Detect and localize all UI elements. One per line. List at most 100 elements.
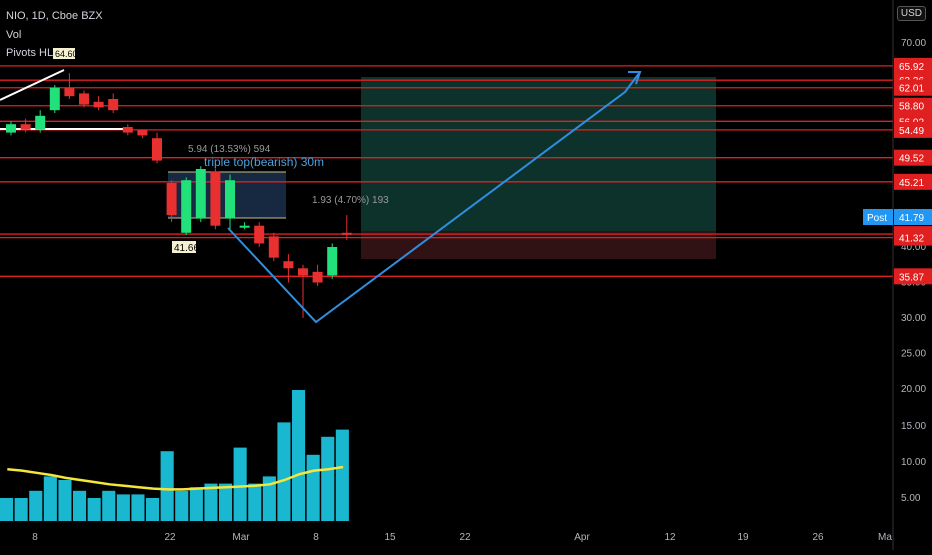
candle-body[interactable] (312, 271, 323, 283)
loss-zone[interactable] (361, 231, 716, 259)
volume-bar[interactable] (102, 490, 116, 521)
volume-bar[interactable] (321, 436, 335, 521)
time-axis-label: Mar (232, 532, 250, 543)
profit-zone[interactable] (361, 77, 716, 231)
volume-bar[interactable] (335, 429, 349, 521)
candle-body[interactable] (35, 115, 46, 130)
volume-bar[interactable] (219, 483, 233, 521)
candle-body[interactable] (181, 180, 192, 233)
level-tag-text: 35.87 (899, 272, 924, 283)
post-value: 41.79 (899, 213, 924, 224)
candle-body[interactable] (108, 99, 119, 111)
level-tag-box (894, 173, 932, 190)
pivot-marker-value: 64.60 (55, 49, 78, 59)
volume-bar[interactable] (277, 422, 291, 521)
volume-bar[interactable] (0, 498, 14, 521)
volume-bar[interactable] (233, 447, 247, 521)
candle-body[interactable] (254, 225, 265, 244)
volume-bar[interactable] (14, 498, 28, 521)
level-tag-box (894, 97, 932, 114)
pivots-legend[interactable]: Pivots HL (6, 47, 54, 59)
level-tag-text: 49.52 (899, 154, 924, 165)
low-marker-value: 41.66 (174, 243, 199, 254)
volume-bar[interactable] (189, 487, 203, 521)
level-tag-text: 62.01 (899, 84, 924, 95)
time-axis: 8 22 Mar 8 15 22 Apr 12 19 26 Ma (32, 532, 892, 543)
measure-label-2: 1.93 (4.70%) 193 (312, 195, 389, 206)
volume-bar[interactable] (29, 490, 43, 521)
pivot-marker-box (53, 48, 75, 59)
time-axis-label: 8 (32, 532, 38, 543)
volume-bar[interactable] (131, 494, 145, 521)
projection-path[interactable] (227, 71, 641, 324)
symbol-legend[interactable]: NIO, 1D, Cboe BZX (6, 10, 103, 22)
candle-body[interactable] (152, 138, 162, 161)
volume-legend[interactable]: Vol (6, 29, 22, 41)
level-tag-box (894, 149, 932, 166)
volume-bar[interactable] (175, 490, 189, 521)
candle-body[interactable] (268, 236, 279, 258)
candle-body[interactable] (137, 129, 148, 136)
volume-bar[interactable] (160, 451, 174, 521)
volume-ma-line (7, 465, 344, 491)
candle-body[interactable] (20, 124, 31, 130)
volume-bar[interactable] (146, 498, 160, 521)
time-axis-label: Apr (574, 532, 590, 543)
time-axis-label: 22 (459, 532, 471, 543)
candle-body[interactable] (122, 127, 133, 133)
candle-body[interactable] (79, 93, 89, 105)
volume-bar[interactable] (292, 390, 306, 521)
time-axis-label: 19 (737, 532, 749, 543)
candle-body[interactable] (49, 87, 60, 111)
candle-body[interactable] (210, 171, 221, 226)
price-axis-label: 25.00 (901, 349, 926, 360)
currency-button[interactable]: USD (896, 6, 926, 21)
level-tag-text: 58.80 (899, 102, 924, 113)
candle-body[interactable] (64, 87, 75, 97)
time-axis-label: 12 (664, 532, 676, 543)
level-tags: 65.9263.3662.0158.8056.0254.4949.5245.21… (894, 57, 932, 285)
price-axis-label: 20.00 (901, 384, 926, 395)
projection-arrowhead (628, 71, 642, 85)
volume-bar[interactable] (73, 490, 87, 521)
candle-body[interactable] (239, 225, 250, 228)
level-tag-text: 54.49 (899, 126, 924, 137)
candle-body[interactable] (166, 183, 177, 216)
pattern-label: triple top(bearish) 30m (204, 155, 324, 169)
level-tag-box (894, 57, 932, 74)
level-tag-text: 45.21 (899, 178, 924, 189)
level-tag-box (894, 268, 932, 285)
volume-bar[interactable] (87, 498, 101, 521)
volume-bars (0, 390, 349, 521)
candles (6, 73, 352, 318)
candle-body[interactable] (327, 247, 338, 276)
post-label-box (863, 209, 893, 225)
volume-bar[interactable] (306, 454, 320, 521)
level-tag-box (894, 229, 932, 246)
level-tag-text: 41.32 (899, 234, 924, 245)
pivot-high-line (0, 69, 65, 101)
candle-body[interactable] (225, 180, 235, 219)
candle-body[interactable] (283, 261, 294, 269)
time-axis-label: Ma (878, 532, 892, 543)
measure-label-1: 5.94 (13.53%) 594 (188, 144, 271, 155)
time-axis-label: 26 (812, 532, 824, 543)
candle-body[interactable] (341, 232, 352, 235)
candle-body[interactable] (298, 268, 308, 276)
volume-bar[interactable] (248, 483, 262, 521)
candle-body[interactable] (195, 169, 206, 219)
volume-bar[interactable] (262, 476, 276, 521)
level-tag-box (894, 79, 932, 96)
post-value-box (894, 209, 932, 225)
candle-body[interactable] (6, 124, 16, 133)
price-axis-label: 5.00 (901, 493, 921, 504)
volume-bar[interactable] (58, 480, 72, 521)
price-axis-label: 70.00 (901, 38, 926, 49)
level-tag-text: 65.92 (899, 62, 924, 73)
volume-bar[interactable] (204, 483, 218, 521)
volume-bar[interactable] (43, 476, 57, 521)
candle-body[interactable] (93, 101, 104, 108)
volume-bar[interactable] (116, 494, 130, 521)
